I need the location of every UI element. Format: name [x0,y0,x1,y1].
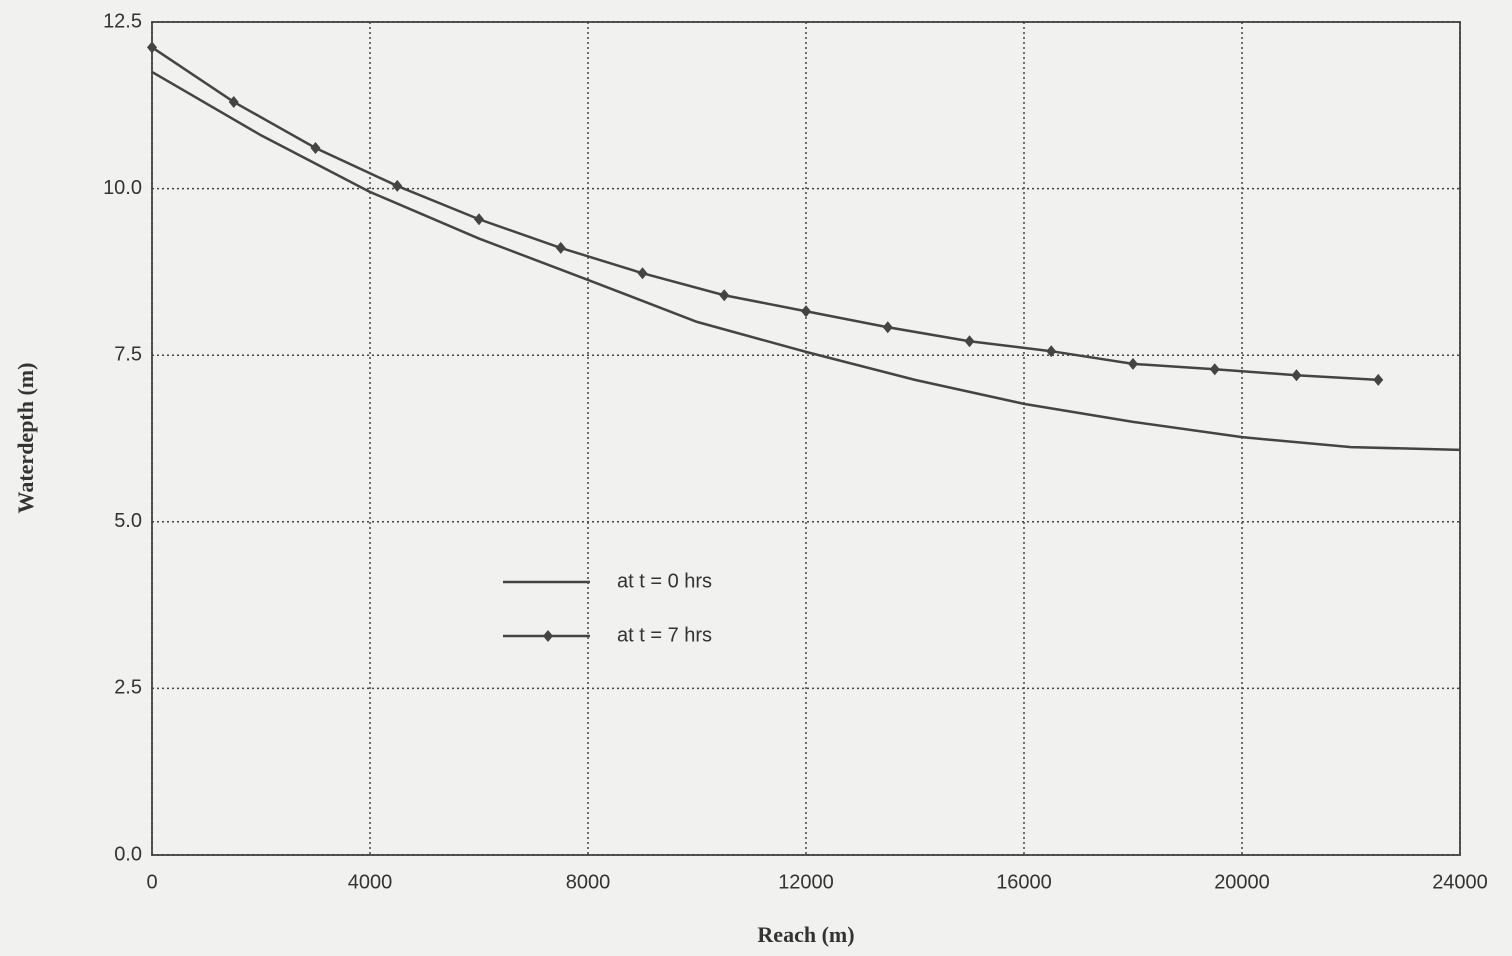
y-tick-label: 5.0 [114,510,142,532]
series-marker [474,213,484,226]
series-marker [1128,357,1138,370]
y-tick-label: 12.5 [103,10,142,32]
y-tick-label: 2.5 [114,677,142,699]
series-marker [392,179,403,192]
series-line [151,46,1379,382]
x-tick-label: 16000 [996,871,1052,893]
x-tick-label: 4000 [348,871,393,893]
x-tick-label: 24000 [1432,871,1488,893]
legend-marker [543,630,553,642]
series-marker [228,95,239,108]
legend-label: at t = 7 hrs [617,624,712,646]
y-axis-title: Waterdepth (m) [13,363,38,514]
series-marker [964,335,975,348]
series-marker [719,289,730,302]
series-marker [1373,373,1384,386]
series-marker [1209,363,1220,376]
series-marker [801,305,811,318]
series-marker [637,267,648,280]
x-tick-label: 0 [146,871,157,893]
y-tick-label: 10.0 [103,177,142,199]
y-tick-label: 0.0 [114,843,142,865]
series-line [151,70,1461,452]
x-axis-title: Reach (m) [757,922,854,947]
y-tick-label: 7.5 [114,343,142,365]
series-marker [310,141,321,154]
series-marker [882,321,893,334]
series-marker [147,41,157,54]
x-tick-label: 12000 [778,871,834,893]
series-marker [1291,369,1302,382]
x-tick-label: 20000 [1214,871,1270,893]
legend-label: at t = 0 hrs [617,570,712,592]
series-marker [555,241,566,254]
series-marker [1046,345,1057,358]
x-tick-label: 8000 [566,871,611,893]
